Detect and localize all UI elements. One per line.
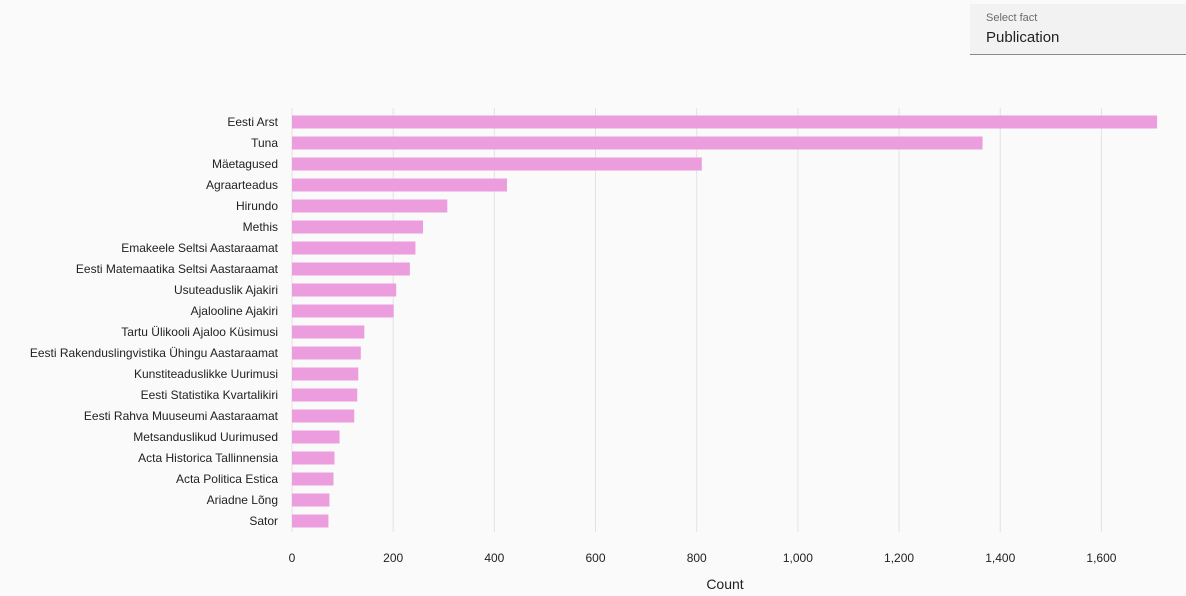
bar[interactable] [292,157,702,171]
category-label: Acta Politica Estica [176,472,278,486]
category-label: Hirundo [236,199,278,213]
category-label: Acta Historica Tallinnensia [138,451,278,465]
bar[interactable] [292,136,983,150]
gridlines [291,108,1102,532]
bar[interactable] [292,262,410,276]
bar[interactable] [292,409,355,423]
select-fact-value: Publication [986,29,1060,46]
category-label: Emakeele Seltsi Aastaraamat [121,241,278,255]
category-label: Metsanduslikud Uurimused [133,430,278,444]
x-tick-label: 1,600 [1086,551,1116,565]
x-tick-label: 0 [289,551,296,565]
category-label: Eesti Rahva Muuseumi Aastaraamat [84,409,279,423]
category-label: Methis [243,220,278,234]
select-fact-label: Select fact [986,12,1038,24]
category-label: Sator [249,514,278,528]
bar[interactable] [292,346,361,360]
x-tick-label: 1,400 [985,551,1015,565]
x-tick-labels: 0 200 400 600 800 1,000 1,200 1,400 1,600 [289,551,1117,565]
x-axis-title: Count [706,576,743,592]
x-tick-label: 800 [687,551,707,565]
x-tick-label: 400 [484,551,504,565]
select-fact-dropdown[interactable]: Select fact Publication [970,4,1186,55]
bar[interactable] [292,493,330,507]
category-label: Ajalooline Ajakiri [191,304,278,318]
bar[interactable] [292,220,424,234]
bar[interactable] [292,388,358,402]
bar[interactable] [292,514,329,528]
category-label: Usuteaduslik Ajakiri [174,283,278,297]
bar[interactable] [292,325,365,339]
bar[interactable] [292,451,335,465]
bar[interactable] [292,199,448,213]
category-label: Eesti Statistika Kvartalikiri [141,388,278,402]
category-label: Ariadne Lõng [207,493,278,507]
bar[interactable] [292,472,334,486]
category-label: Tuna [251,136,278,150]
category-label: Kunstiteaduslikke Uurimusi [134,367,278,381]
category-label: Agraarteadus [206,178,278,192]
category-label: Mäetagused [212,157,278,171]
bar[interactable] [292,283,397,297]
x-tick-label: 200 [383,551,403,565]
bar[interactable] [292,241,416,255]
x-tick-label: 1,000 [783,551,813,565]
category-label: Eesti Arst [227,115,278,129]
category-labels: Eesti Arst Tuna Mäetagused Agraarteadus Hiru… [30,115,279,528]
bar[interactable] [292,115,1158,129]
bar[interactable] [292,178,507,192]
bar[interactable] [292,304,394,318]
bar[interactable] [292,367,359,381]
x-tick-label: 600 [586,551,606,565]
category-label: Tartu Ülikooli Ajaloo Küsimusi [121,325,278,339]
category-label: Eesti Rakenduslingvistika Ühingu Aastara… [30,346,279,360]
x-tick-label: 1,200 [884,551,914,565]
category-label: Eesti Matemaatika Seltsi Aastaraamat [76,262,279,276]
bar[interactable] [292,430,340,444]
bars [292,115,1158,528]
